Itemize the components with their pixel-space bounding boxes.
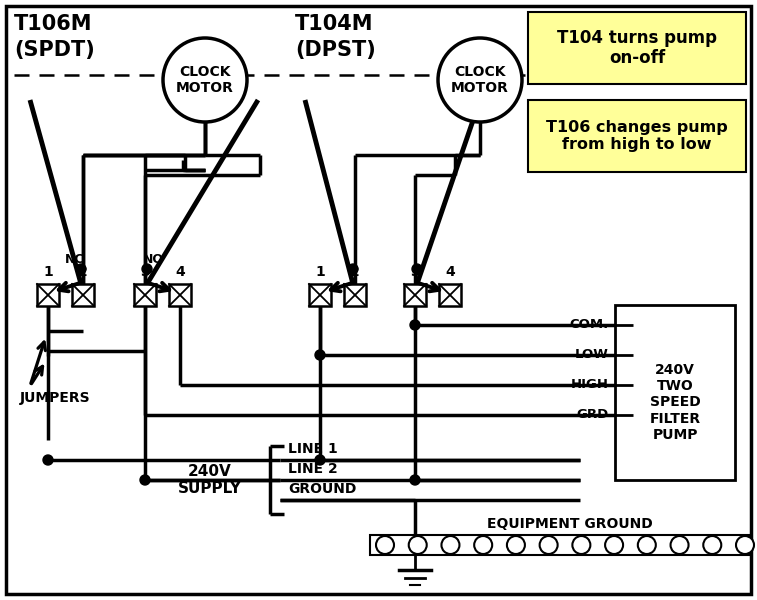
Text: CLOCK
MOTOR: CLOCK MOTOR bbox=[451, 65, 509, 95]
Circle shape bbox=[348, 264, 358, 274]
Circle shape bbox=[703, 536, 721, 554]
Bar bbox=[528, 12, 746, 84]
Circle shape bbox=[412, 264, 422, 274]
Circle shape bbox=[140, 475, 150, 485]
Text: LINE 1: LINE 1 bbox=[288, 442, 338, 456]
Bar bbox=[72, 284, 94, 306]
Bar bbox=[37, 284, 59, 306]
Text: T104M: T104M bbox=[295, 14, 373, 34]
Text: NC: NC bbox=[65, 253, 85, 266]
Circle shape bbox=[409, 536, 427, 554]
Bar bbox=[439, 284, 461, 306]
Text: GRD: GRD bbox=[577, 409, 609, 421]
Text: 1: 1 bbox=[43, 265, 53, 279]
Text: 3: 3 bbox=[410, 265, 420, 279]
Text: LINE 2: LINE 2 bbox=[288, 462, 338, 476]
Circle shape bbox=[736, 536, 754, 554]
Bar bbox=[404, 284, 426, 306]
Circle shape bbox=[376, 536, 394, 554]
Text: 4: 4 bbox=[175, 265, 185, 279]
Text: LOW: LOW bbox=[575, 349, 609, 361]
Text: 240V
TWO
SPEED
FILTER
PUMP: 240V TWO SPEED FILTER PUMP bbox=[650, 363, 700, 442]
Circle shape bbox=[410, 320, 420, 330]
Bar bbox=[528, 100, 746, 172]
Circle shape bbox=[43, 455, 53, 465]
Bar bbox=[344, 284, 366, 306]
Bar bbox=[134, 284, 156, 306]
Text: T106 changes pump
from high to low: T106 changes pump from high to low bbox=[546, 120, 728, 152]
Circle shape bbox=[438, 38, 522, 122]
Circle shape bbox=[605, 536, 623, 554]
Text: GROUND: GROUND bbox=[288, 482, 357, 496]
Bar bbox=[370, 535, 750, 555]
Text: 240V
SUPPLY: 240V SUPPLY bbox=[178, 464, 242, 496]
Bar bbox=[615, 305, 735, 480]
Text: 3: 3 bbox=[140, 265, 150, 279]
Circle shape bbox=[315, 350, 325, 360]
Circle shape bbox=[163, 38, 247, 122]
Text: JUMPERS: JUMPERS bbox=[20, 391, 91, 405]
Text: 4: 4 bbox=[445, 265, 455, 279]
Circle shape bbox=[671, 536, 689, 554]
Text: 2: 2 bbox=[350, 265, 360, 279]
Text: HIGH: HIGH bbox=[571, 379, 609, 391]
Circle shape bbox=[507, 536, 525, 554]
Text: 2: 2 bbox=[78, 265, 88, 279]
Text: T106M: T106M bbox=[14, 14, 92, 34]
Bar bbox=[169, 284, 191, 306]
Circle shape bbox=[572, 536, 590, 554]
Text: CLOCK
MOTOR: CLOCK MOTOR bbox=[176, 65, 234, 95]
Circle shape bbox=[638, 536, 656, 554]
Text: 1: 1 bbox=[315, 265, 325, 279]
Circle shape bbox=[315, 455, 325, 465]
Text: T104 turns pump
on-off: T104 turns pump on-off bbox=[557, 29, 717, 67]
Circle shape bbox=[410, 475, 420, 485]
Circle shape bbox=[76, 264, 86, 274]
Text: NO: NO bbox=[142, 253, 164, 266]
Bar bbox=[309, 284, 331, 306]
Text: (DPST): (DPST) bbox=[295, 40, 375, 60]
Text: (SPDT): (SPDT) bbox=[14, 40, 95, 60]
Circle shape bbox=[142, 264, 152, 274]
Circle shape bbox=[441, 536, 459, 554]
Circle shape bbox=[540, 536, 558, 554]
Circle shape bbox=[474, 536, 492, 554]
Text: EQUIPMENT GROUND: EQUIPMENT GROUND bbox=[487, 517, 653, 531]
Text: COM.: COM. bbox=[570, 319, 609, 331]
